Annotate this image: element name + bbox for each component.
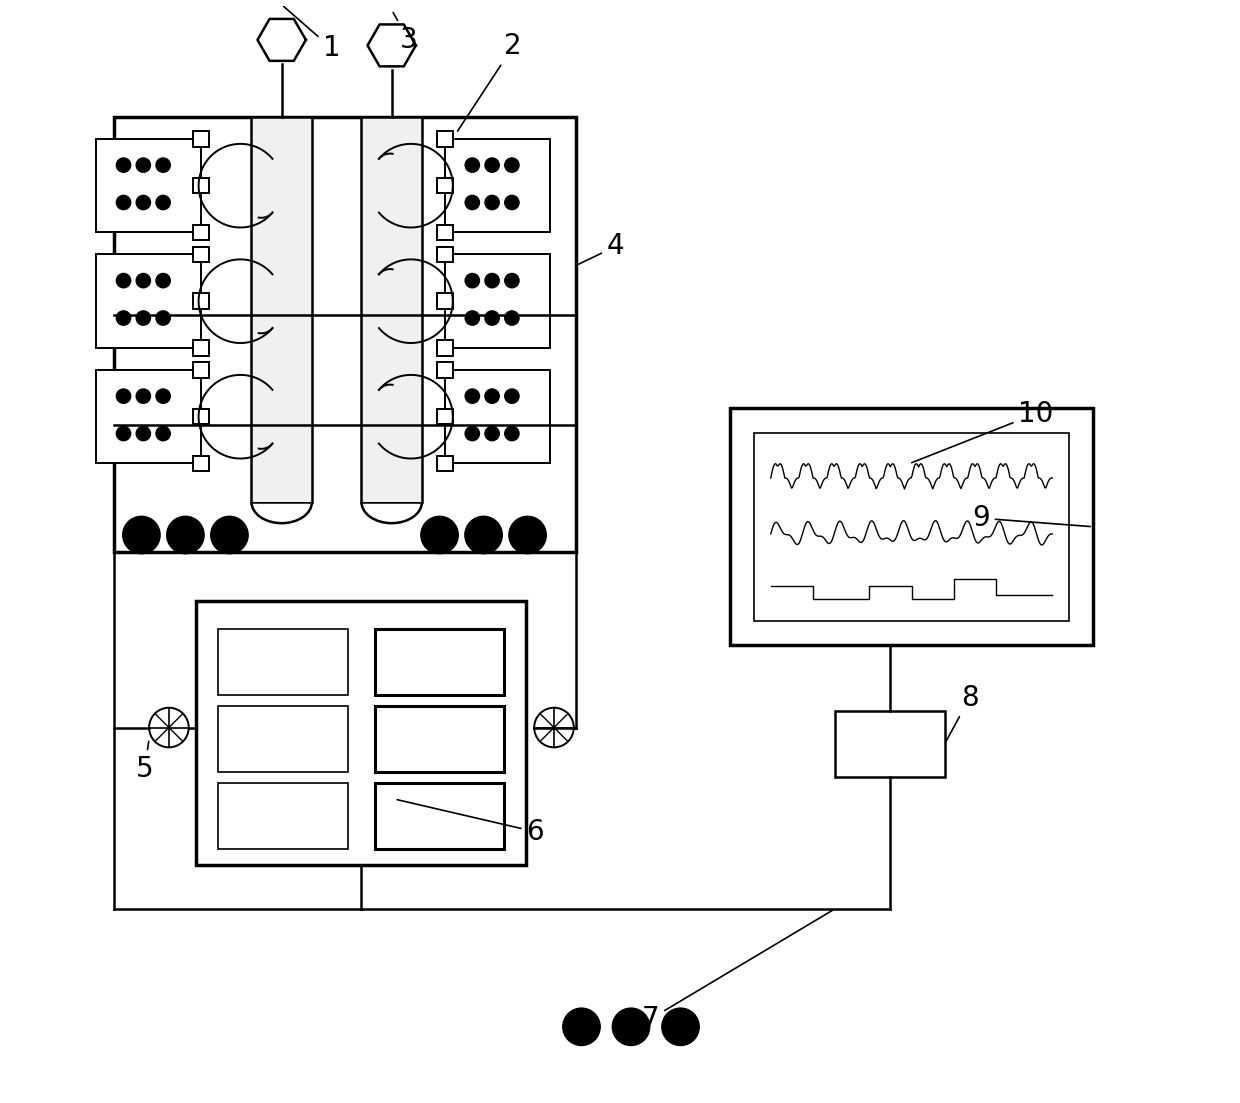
Circle shape [485,195,500,210]
Circle shape [117,274,130,288]
Circle shape [662,1008,699,1046]
Circle shape [136,427,150,441]
Bar [196,601,527,865]
Bar [193,178,208,193]
Bar [253,481,311,502]
Circle shape [136,274,150,288]
Bar [438,456,453,471]
Circle shape [505,195,520,210]
Bar [193,293,208,309]
Text: 7: 7 [642,910,832,1032]
Circle shape [166,516,205,554]
Circle shape [156,389,170,404]
Circle shape [465,389,480,404]
Text: 5: 5 [136,741,154,783]
Circle shape [485,427,500,441]
Circle shape [505,158,520,172]
Circle shape [485,158,500,172]
Bar [114,117,577,552]
Text: 1: 1 [284,7,341,63]
Circle shape [465,274,480,288]
Circle shape [156,427,170,441]
Bar [754,432,1069,621]
Circle shape [613,1008,650,1046]
Circle shape [505,389,520,404]
Circle shape [117,311,130,325]
Bar [193,456,208,471]
Text: 8: 8 [946,684,978,741]
Circle shape [508,516,547,554]
Bar [193,225,208,240]
Circle shape [420,516,459,554]
Circle shape [117,158,130,172]
Circle shape [505,427,520,441]
Bar [193,131,208,147]
Bar [193,409,208,425]
Bar [730,408,1094,645]
Text: 10: 10 [911,399,1054,462]
Bar [835,711,945,777]
Circle shape [156,311,170,325]
Circle shape [123,516,160,554]
Bar [193,247,208,263]
Text: 9: 9 [972,504,1090,532]
Bar [438,362,453,377]
Bar [376,782,505,848]
Bar [361,117,422,502]
Bar [362,481,420,502]
Circle shape [136,158,150,172]
Bar [438,225,453,240]
Bar [438,178,453,193]
Circle shape [505,274,520,288]
Circle shape [156,274,170,288]
Bar [438,247,453,263]
Circle shape [136,195,150,210]
Bar [97,370,201,463]
Bar [193,340,208,355]
Circle shape [117,389,130,404]
Circle shape [156,195,170,210]
Circle shape [465,427,480,441]
Circle shape [136,311,150,325]
Bar [445,139,549,233]
Circle shape [156,158,170,172]
Circle shape [465,158,480,172]
Bar [218,629,347,695]
Circle shape [485,311,500,325]
Circle shape [505,311,520,325]
Text: 4: 4 [579,233,625,265]
Bar [438,293,453,309]
Circle shape [485,274,500,288]
Bar [445,255,549,347]
Circle shape [136,389,150,404]
Text: 3: 3 [393,12,418,54]
Bar [438,340,453,355]
Text: 2: 2 [458,32,522,131]
Bar [97,139,201,233]
Text: 6: 6 [397,800,544,846]
Bar [445,370,549,463]
Bar [376,629,505,695]
Bar [193,362,208,377]
Bar [376,706,505,771]
Bar [97,255,201,347]
Circle shape [211,516,248,554]
Bar [438,131,453,147]
Bar [438,409,453,425]
Circle shape [485,389,500,404]
Circle shape [465,516,502,554]
Bar [218,706,347,771]
Bar [252,117,312,502]
Circle shape [465,311,480,325]
Circle shape [563,1008,600,1046]
Bar [218,782,347,848]
Circle shape [117,195,130,210]
Circle shape [465,195,480,210]
Circle shape [117,427,130,441]
